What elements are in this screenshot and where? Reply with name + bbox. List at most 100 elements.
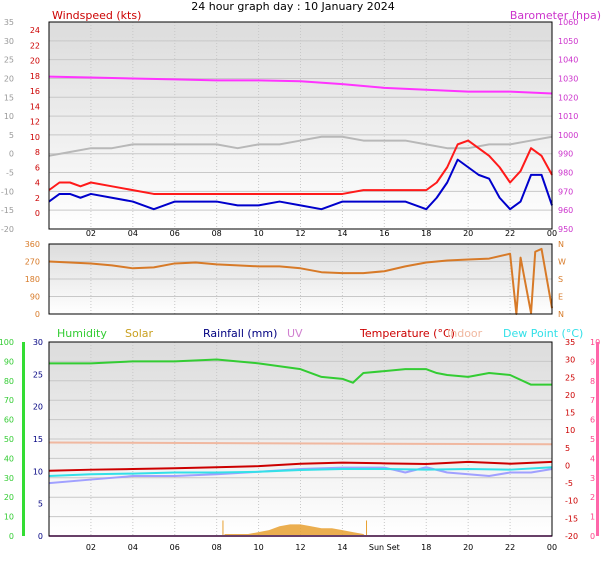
panel3-left-outer-tick: 10 — [4, 513, 14, 522]
panel1-outer-tick: 20 — [4, 74, 14, 83]
panel1-inner-tick: 18 — [30, 72, 40, 81]
panel1-right-tick: 1040 — [558, 56, 578, 65]
panel2-right-tick: W — [558, 258, 566, 267]
panel1-inner-tick: 22 — [30, 41, 40, 50]
panel3-right-inner-tick: 25 — [565, 373, 575, 382]
panel1-line-1 — [48, 135, 553, 157]
panel1-inner-tick: 16 — [30, 87, 40, 96]
panel1-frame — [48, 21, 553, 230]
panel2-left-tick: 360 — [25, 240, 40, 249]
panel1-outer-tick: -5 — [6, 169, 14, 178]
panel3-left-inner-tick: 5 — [38, 500, 43, 509]
panel1-series — [48, 75, 553, 211]
panel1-right-tick: 1060 — [558, 18, 578, 27]
panel3-right-outer-tick: 4 — [590, 454, 595, 463]
panel3-right-inner-tick: 30 — [565, 356, 575, 365]
panel2-left-tick: 0 — [35, 310, 40, 319]
panel3-x-tick-label: 22 — [505, 543, 515, 552]
panel1-outer-tick: 35 — [4, 18, 14, 27]
panel3-left-outer-tick: 90 — [4, 357, 14, 366]
panel2-series — [48, 247, 553, 315]
panel1-inner-tick: 20 — [30, 57, 40, 66]
legend-solar: Solar — [125, 327, 154, 340]
panel1-inner-tick: 2 — [35, 194, 40, 203]
panel3-right-inner-tick: 20 — [565, 391, 575, 400]
panel3-x-tick-label: 00 — [547, 543, 557, 552]
legend-uv: UV — [287, 327, 303, 340]
panel2-frame — [48, 243, 553, 315]
panel1-x-tick-label: 20 — [463, 229, 473, 238]
panel3-right-outer-tick: 2 — [590, 493, 595, 502]
panel1-right-tick: 1050 — [558, 37, 578, 46]
panel1-right-tick: 950 — [558, 225, 573, 234]
panel3-x-tick-label: 12 — [295, 543, 305, 552]
panel3-x-tick-label: 10 — [253, 543, 263, 552]
panel1-right-tick: 980 — [558, 169, 573, 178]
panel3-x-tick-label: 08 — [212, 543, 222, 552]
panel1-outer-tick: -15 — [1, 206, 14, 215]
panel1-right-tick: 1000 — [558, 131, 578, 140]
panel1-x-tick-label: 10 — [253, 229, 263, 238]
panel3-x-ticks: 02 04 06 08 10 12 14 Sun Set 18 20 22 00 — [86, 543, 557, 552]
panel1-x-tick-label: 04 — [128, 229, 138, 238]
windspeed-label: Windspeed (kts) — [52, 9, 141, 22]
panel3-right-outer-tick: 9 — [590, 357, 595, 366]
panel3-right-inner-tick: -5 — [565, 479, 573, 488]
legend-dewpoint: Dew Point (°C) — [503, 327, 583, 340]
panel3-right-inner-tick: -20 — [565, 532, 578, 541]
panel3-right-inner-tick: 35 — [565, 338, 575, 347]
panel3-line-4 — [48, 466, 553, 485]
panel1-right-tick: 970 — [558, 187, 573, 196]
panel3-right-inner-tick: 10 — [565, 426, 575, 435]
panel1-right-tick: 1010 — [558, 112, 578, 121]
panel1-inner-tick: 8 — [35, 148, 40, 157]
chart-title: 24 hour graph day : 10 January 2024 — [191, 0, 395, 13]
uv-axis-bar — [596, 342, 599, 536]
panel1-line-3 — [48, 158, 553, 211]
panel1-x-tick-label: 00 — [547, 229, 557, 238]
panel1-right-tick: 1030 — [558, 74, 578, 83]
panel3-frame — [48, 341, 553, 537]
panel2-left-axis: 360 270 180 90 0 — [25, 240, 40, 319]
panel3-line-0 — [49, 358, 552, 386]
panel3-right-inner-axis: 35 30 25 20 15 10 5 0 -5 -10 -15 -20 — [565, 338, 578, 541]
panel3-left-inner-tick: 10 — [33, 467, 43, 476]
panel3-x-tick-label: 20 — [463, 543, 473, 552]
panel2-right-tick: E — [558, 293, 563, 302]
panel3-left-inner-tick: 20 — [33, 403, 43, 412]
panel2-right-tick: N — [558, 310, 564, 319]
panel1-inner-tick: 4 — [35, 179, 40, 188]
panel3-left-outer-tick: 20 — [4, 493, 14, 502]
panel1-outer-tick: 30 — [4, 37, 14, 46]
panel1-outer-tick: 10 — [4, 112, 14, 121]
panel3-right-outer-tick: 10 — [590, 338, 600, 347]
panel1-x-tick-label: 08 — [212, 229, 222, 238]
panel1-inner-tick: 10 — [30, 133, 40, 142]
humidity-axis-bar — [22, 342, 25, 536]
panel3-left-outer-tick: 0 — [9, 532, 14, 541]
panel3-right-outer-tick: 0 — [590, 532, 595, 541]
panel3-left-outer-tick: 60 — [4, 416, 14, 425]
legend-humidity: Humidity — [57, 327, 107, 340]
legend-rainfall: Rainfall (mm) — [203, 327, 277, 340]
panel1-x-tick-label: 14 — [337, 229, 347, 238]
panel3-left-inner-axis: 30 25 20 15 10 5 0 — [33, 338, 43, 541]
panel3-line-2 — [48, 460, 553, 472]
panel1-x-tick-label: 02 — [86, 229, 96, 238]
panel3-left-inner-tick: 15 — [33, 435, 43, 444]
panel3-right-inner-tick: 15 — [565, 409, 575, 418]
panel1-outer-left-axis: 35 30 25 20 15 10 5 0 -5 -10 -15 -20 — [1, 18, 14, 234]
panel3-left-outer-tick: 50 — [4, 435, 14, 444]
panel3-x-tick-label: 06 — [170, 543, 180, 552]
panel3-right-outer-tick: 6 — [590, 416, 595, 425]
panel1-right-tick: 960 — [558, 206, 573, 215]
panel3-line-1 — [48, 441, 553, 446]
panel2-right-tick: N — [558, 240, 564, 249]
panel1-outer-tick: 25 — [4, 56, 14, 65]
panel1-x-tick-label: 22 — [505, 229, 515, 238]
panel1-outer-tick: 5 — [9, 131, 14, 140]
panel2-grid — [49, 244, 552, 314]
